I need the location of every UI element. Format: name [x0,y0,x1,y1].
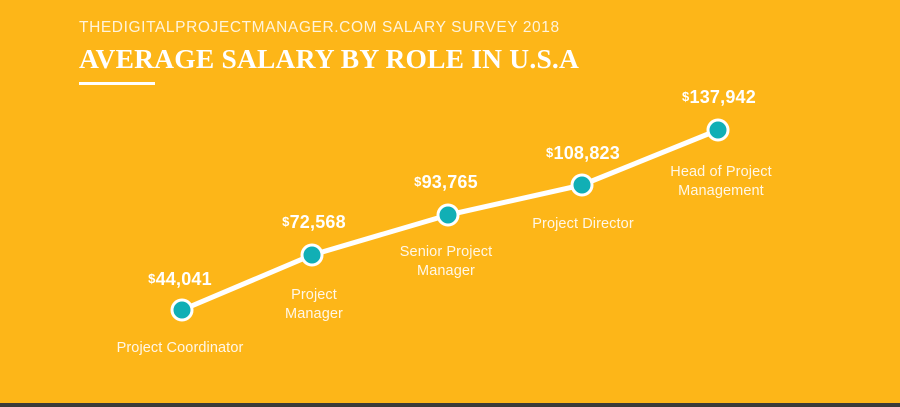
survey-kicker: THEDIGITALPROJECTMANAGER.COM SALARY SURV… [79,19,560,36]
data-point-value-label: $72,568 [282,213,346,231]
data-point-marker[interactable] [706,118,730,142]
bottom-strip [0,403,900,407]
data-point-value-label: $93,765 [414,173,478,191]
currency-symbol: $ [546,145,554,160]
value-number: 137,942 [689,87,756,107]
value-number: 72,568 [289,212,346,232]
currency-symbol: $ [148,271,156,286]
currency-symbol: $ [414,174,422,189]
role-category-label: Senior Project Manager [399,244,493,279]
data-point-marker[interactable] [170,298,194,322]
role-category-label: Head of Project Management [670,164,772,199]
header: THEDIGITALPROJECTMANAGER.COM SALARY SURV… [79,20,779,85]
value-number: 93,765 [421,172,478,192]
page-title: AVERAGE SALARY BY ROLE IN U.S.A [79,42,580,74]
role-category-label: Project Director [532,216,634,232]
role-category-label: Project Coordinator [116,340,244,356]
data-point-marker[interactable] [300,243,324,267]
currency-symbol: $ [682,89,690,104]
role-category-label: Project Manager [285,287,343,322]
title-underline-rule [79,82,155,85]
value-number: 108,823 [553,143,620,163]
data-point-value-label: $108,823 [546,144,620,162]
value-number: 44,041 [155,269,212,289]
data-point-value-label: $44,041 [148,270,212,288]
data-point-value-label: $137,942 [682,88,756,106]
data-point-marker[interactable] [436,203,460,227]
currency-symbol: $ [282,214,290,229]
data-point-marker[interactable] [570,173,594,197]
